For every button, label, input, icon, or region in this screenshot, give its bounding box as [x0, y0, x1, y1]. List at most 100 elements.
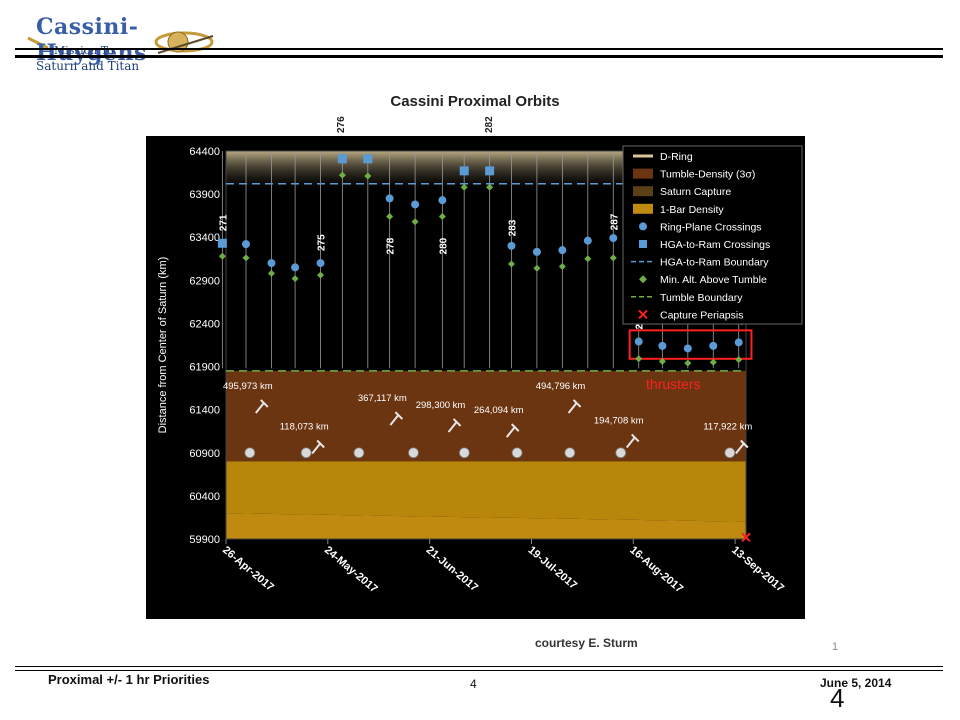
legend-label: Tumble-Density (3σ) — [660, 169, 755, 181]
bar-density-region — [226, 513, 746, 539]
distance-annotation: 494,796 km — [536, 381, 586, 392]
hga-to-ram-crossing-point — [485, 166, 495, 176]
min-alt-above-tumble-point — [291, 275, 299, 283]
min-alt-above-tumble-point — [460, 183, 468, 191]
y-tick-label: 61400 — [189, 405, 220, 417]
legend-label: HGA-to-Ram Crossings — [660, 239, 770, 251]
ring-plane-crossing-point — [507, 241, 516, 250]
min-alt-above-tumble-point — [486, 183, 494, 191]
ring-plane-crossing-point — [242, 240, 250, 249]
legend-swatch — [639, 275, 647, 284]
min-alt-above-tumble-point — [242, 254, 250, 262]
orbit-number-label: 283 — [507, 219, 518, 236]
x-tick-label: 16-Aug-2017 — [627, 544, 685, 595]
legend-label: Saturn Capture — [660, 186, 731, 198]
min-alt-above-tumble-point — [317, 271, 325, 279]
legend-label: 1-Bar Density — [660, 204, 724, 216]
moon-sphere-icon — [724, 447, 736, 459]
legend-swatch — [633, 186, 653, 197]
min-alt-above-tumble-point — [438, 213, 446, 221]
y-tick-label: 62900 — [189, 275, 220, 287]
ring-plane-crossing-point — [316, 259, 325, 268]
ring-plane-crossing-point — [267, 259, 276, 268]
min-alt-above-tumble-point — [609, 254, 617, 262]
saturn-spacecraft-icon — [27, 31, 214, 54]
y-tick-label: 63900 — [189, 189, 220, 201]
legend-swatch — [638, 309, 648, 320]
thrusters-label: thrusters — [646, 376, 700, 392]
capture-periapsis-point — [741, 532, 751, 542]
y-tick-label: 60900 — [189, 448, 220, 460]
flyby-pin-icon — [735, 439, 749, 455]
min-alt-above-tumble-point — [709, 358, 717, 366]
y-tick-label: 60400 — [189, 491, 220, 503]
top-orbit-number-label: 276 — [336, 116, 348, 133]
legend-swatch — [633, 168, 653, 179]
y-tick-label: 64400 — [189, 146, 220, 158]
min-alt-above-tumble-point — [218, 252, 226, 260]
moon-sphere-icon — [564, 447, 576, 459]
ring-plane-crossing-point — [558, 246, 567, 255]
legend-label: D-Ring — [660, 151, 693, 163]
flyby-pin-icon — [389, 411, 404, 426]
legend-swatch — [639, 222, 647, 231]
logo-subtitle-line2: Saturn and Titan — [36, 59, 140, 73]
flyby-pin-icon — [625, 433, 640, 449]
distance-annotation: 367,117 km — [358, 393, 407, 404]
footer-rule-top — [15, 666, 943, 667]
ring-plane-crossing-point — [532, 247, 541, 256]
min-alt-above-tumble-point — [364, 172, 372, 180]
hga-to-ram-crossing-point — [337, 154, 347, 164]
slide-reference: 1 — [832, 641, 839, 653]
footer-page: 4 — [470, 677, 477, 691]
moon-sphere-icon — [244, 447, 256, 459]
header-rule-bottom — [15, 55, 943, 58]
ring-plane-crossing-point — [385, 194, 394, 203]
distance-annotation: 264,094 km — [474, 405, 524, 416]
y-tick-label: 63400 — [189, 232, 220, 244]
min-alt-above-tumble-point — [584, 255, 592, 263]
orbit-number-label: 271 — [218, 214, 229, 231]
legend-label: HGA-to-Ram Boundary — [660, 257, 769, 269]
moon-sphere-icon — [511, 447, 523, 459]
logo-subtitle-line1: Mission To — [54, 44, 114, 57]
min-alt-above-tumble-point — [267, 269, 275, 277]
legend-label: Ring-Plane Crossings — [660, 221, 762, 233]
legend-swatch — [639, 240, 647, 248]
moon-sphere-icon — [458, 447, 470, 459]
thrusters-highlight-box — [628, 329, 753, 360]
y-tick-label: 61900 — [189, 362, 220, 374]
hga-to-ram-crossing-point — [363, 154, 373, 164]
bar-density-upper-region — [226, 461, 746, 522]
distance-annotation: 118,073 km — [280, 421, 329, 432]
orbit-number-label: 287 — [609, 213, 620, 230]
plot-frame — [225, 150, 747, 540]
legend-label: Capture Periapsis — [660, 309, 743, 321]
credit-text: courtesy E. Sturm — [535, 636, 638, 650]
x-tick-label: 19-Jul-2017 — [526, 544, 580, 592]
min-alt-above-tumble-point — [735, 356, 743, 364]
proximal-orbits-chart: 64400 63900 63400 62900 62400 61900 61400 60900… — [157, 145, 803, 595]
min-alt-above-tumble-point — [558, 263, 566, 271]
flyby-pin-icon — [505, 423, 520, 438]
chart-title: Cassini Proximal Orbits — [390, 93, 560, 110]
ring-plane-crossing-point — [583, 236, 592, 245]
distance-annotation: 117,922 km — [703, 421, 752, 432]
min-alt-above-tumble-point — [684, 359, 692, 367]
ring-plane-crossing-point — [709, 341, 718, 350]
ring-plane-crossing-point — [291, 263, 300, 272]
flyby-pin-icon — [255, 399, 269, 414]
x-tick-label: 21-Jun-2017 — [424, 544, 480, 594]
y-tick-label: 59900 — [189, 534, 220, 546]
footer-title: Proximal +/- 1 hr Priorities — [48, 672, 210, 687]
min-alt-above-tumble-point — [338, 171, 346, 179]
legend-label: Min. Alt. Above Tumble — [660, 274, 767, 286]
flyby-pin-icon — [447, 418, 462, 433]
tumble-density-region — [226, 370, 746, 462]
distance-annotation: 495,973 km — [223, 381, 273, 392]
ring-plane-crossing-point — [658, 341, 667, 350]
ring-plane-crossing-point — [734, 338, 743, 347]
orbit-number-label: 275 — [317, 234, 328, 251]
flyby-pin-icon — [311, 439, 325, 455]
min-alt-above-tumble-point — [507, 260, 515, 268]
